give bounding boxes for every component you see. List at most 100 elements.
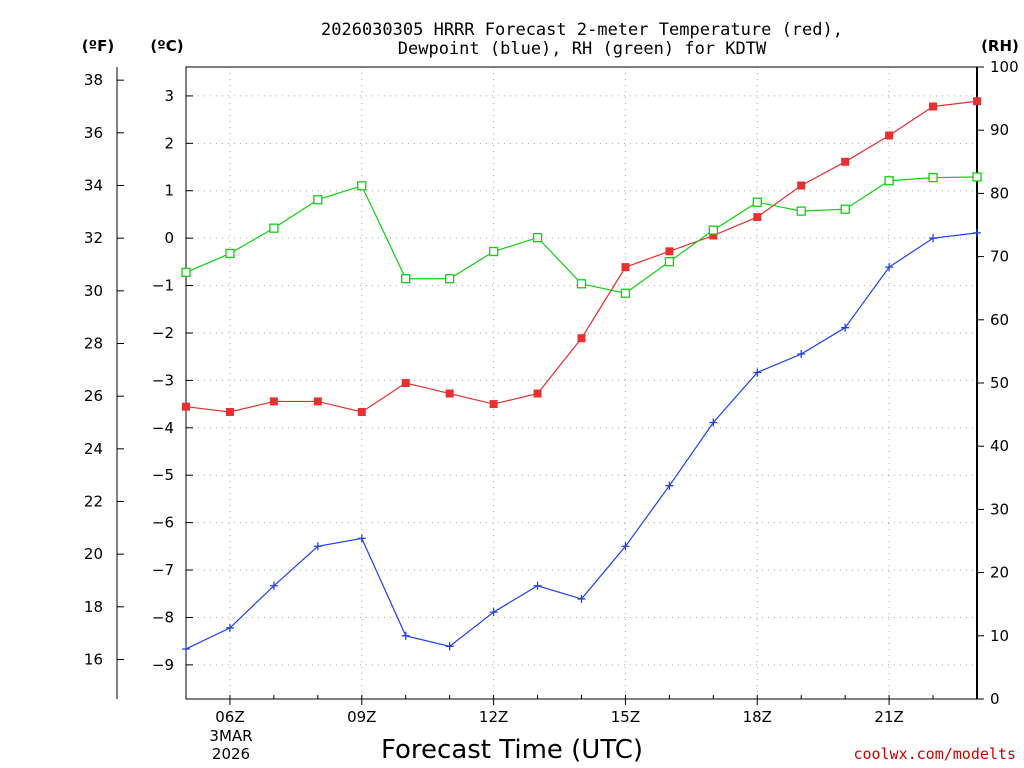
- rh-point-7: [269, 223, 279, 233]
- dewpoint-point-14: [577, 594, 586, 603]
- grid-lines: [186, 67, 977, 699]
- rh-tick-label-70: 70: [990, 248, 1009, 266]
- dewpoint-point-19: [797, 350, 806, 359]
- x-axis-title: Forecast Time (UTC): [381, 735, 643, 765]
- fahrenheit-unit-label: (ºF): [82, 37, 114, 55]
- fahrenheit-tick-label-20: 20: [84, 545, 103, 563]
- time-axis: 06Z 09Z 12Z 15Z 18Z 21Z: [185, 695, 978, 726]
- 2-meter-temperature-point-14: [577, 334, 586, 343]
- celsius-axis: −9 −8 −7 −6 −5 −4 −3 −2 −1 0 1 2 3: [152, 87, 193, 674]
- rh-tick-label-20: 20: [990, 564, 1009, 582]
- 2-meter-temperature-point-20: [841, 157, 850, 166]
- dewpoint-point-18: [753, 368, 762, 377]
- 2-meter-temperature-point-9: [357, 407, 366, 416]
- 2-meter-temperature-point-13: [533, 389, 542, 398]
- credit-text: coolwx.com/modelts: [853, 745, 1016, 763]
- rh-point-19: [796, 206, 806, 216]
- 2-meter-temperature-point-6: [225, 407, 234, 416]
- dewpoint-point-10: [401, 631, 410, 640]
- 2-meter-temperature-point-21: [885, 131, 894, 140]
- rh-tick-label-30: 30: [990, 500, 1009, 518]
- rh-tick-label-80: 80: [990, 184, 1009, 202]
- rh-tick-label-100: 100: [990, 58, 1019, 76]
- rh-point-20: [840, 204, 850, 214]
- dewpoint-point-17: [709, 418, 718, 427]
- 2-meter-temperature-point-19: [797, 181, 806, 190]
- rh-point-13: [532, 232, 543, 243]
- time-tick-label-18Z: 18Z: [743, 708, 772, 726]
- series-layer: [181, 97, 982, 653]
- time-tick-label-06Z: 06Z: [215, 708, 244, 726]
- 2-meter-temperature-point-15: [621, 263, 630, 272]
- fahrenheit-tick-label-32: 32: [84, 229, 103, 247]
- dewpoint-point-5: [182, 644, 190, 653]
- rh-unit-label: (RH): [981, 37, 1019, 55]
- dewpoint-point-21: [885, 263, 894, 272]
- rh-point-15: [620, 288, 631, 298]
- celsius-tick-label-2: −7: [152, 561, 174, 579]
- celsius-tick-label-3: −6: [152, 514, 174, 532]
- dewpoint-point-6: [225, 623, 234, 632]
- rh-point-17: [708, 225, 718, 235]
- 2-meter-temperature-point-18: [753, 213, 762, 222]
- celsius-tick-label-7: −2: [152, 324, 174, 342]
- celsius-tick-label-12: 3: [164, 87, 174, 105]
- rh-point-22: [928, 172, 938, 183]
- rh-point-18: [752, 197, 762, 207]
- rh-point-8: [313, 195, 323, 205]
- celsius-tick-label-0: −9: [152, 656, 174, 674]
- fahrenheit-tick-label-22: 22: [84, 493, 103, 511]
- dewpoint-point-13: [533, 581, 542, 590]
- 2-meter-temperature-point-10: [401, 379, 410, 387]
- fahrenheit-tick-label-36: 36: [84, 124, 103, 142]
- rh-tick-label-10: 10: [990, 627, 1009, 645]
- fahrenheit-tick-label-24: 24: [84, 440, 103, 458]
- 2-meter-temperature-point-7: [269, 397, 278, 406]
- celsius-tick-label-6: −3: [152, 371, 174, 389]
- 2-meter-temperature-point-17: [709, 231, 718, 240]
- rh-point-21: [884, 176, 894, 186]
- chart-title-line2: Dewpoint (blue), RH (green) for KDTW: [398, 39, 767, 59]
- fahrenheit-tick-label-26: 26: [84, 387, 103, 405]
- time-tick-label-09Z: 09Z: [347, 708, 376, 726]
- fahrenheit-tick-label-18: 18: [84, 598, 103, 616]
- fahrenheit-tick-label-34: 34: [84, 177, 103, 195]
- rh-point-23: [972, 172, 982, 182]
- chart-title-line1: 2026030305 HRRR Forecast 2-meter Tempera…: [321, 20, 843, 40]
- time-tick-label-21Z: 21Z: [874, 708, 903, 726]
- rh-line: [185, 176, 978, 294]
- rh-point-5: [181, 267, 191, 278]
- rh-point-14: [576, 279, 587, 289]
- rh-point-12: [488, 246, 499, 257]
- 2-meter-temperature-point-5: [182, 402, 190, 411]
- rh-point-6: [225, 248, 235, 259]
- fahrenheit-tick-label-30: 30: [84, 282, 103, 300]
- rh-point-16: [664, 257, 675, 267]
- dewpoint-point-15: [621, 542, 630, 551]
- celsius-tick-label-9: 0: [164, 229, 174, 247]
- 2-meter-temperature-point-8: [313, 397, 322, 406]
- fahrenheit-tick-label-38: 38: [84, 71, 103, 89]
- dewpoint-point-8: [313, 542, 322, 551]
- date-label-year: 2026: [212, 745, 250, 763]
- celsius-tick-label-10: 1: [164, 182, 174, 200]
- rh-point-11: [445, 274, 455, 284]
- dewpoint-line: [185, 232, 978, 650]
- rh-point-9: [357, 181, 367, 191]
- fahrenheit-axis: 16 18 20 22 24 26 28 30 32 34 36 38: [84, 71, 124, 669]
- rh-tick-label-60: 60: [990, 311, 1009, 329]
- 2-meter-temperature-point-12: [489, 400, 498, 409]
- rh-tick-label-0: 0: [990, 690, 1000, 708]
- dewpoint-point-20: [841, 323, 850, 332]
- dewpoint-point-12: [489, 608, 498, 617]
- celsius-tick-label-5: −4: [152, 419, 174, 437]
- celsius-tick-label-1: −8: [152, 608, 174, 626]
- rh-point-10: [401, 274, 411, 284]
- plot-frame: [185, 66, 978, 700]
- 2-meter-temperature-line: [185, 100, 978, 413]
- fahrenheit-tick-label-16: 16: [84, 651, 103, 669]
- 2-meter-temperature-point-22: [929, 102, 938, 111]
- date-label-month: 3MAR: [209, 727, 252, 745]
- celsius-unit-label: (ºC): [150, 37, 183, 55]
